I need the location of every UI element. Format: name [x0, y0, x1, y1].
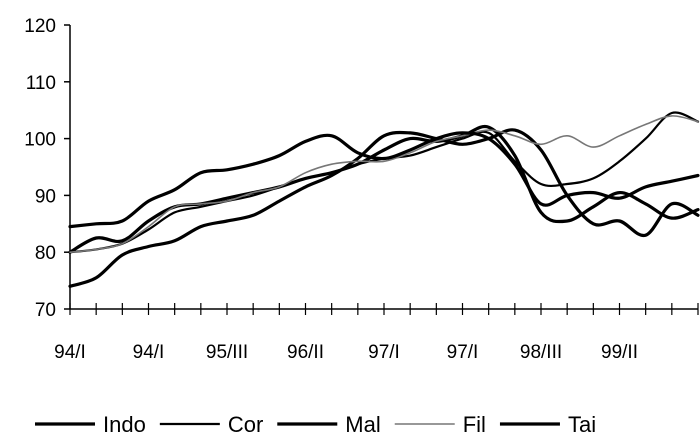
legend-label-tai: Tai [568, 412, 596, 437]
series-line-mal [68, 124, 700, 254]
y-tick-label: 110 [26, 73, 56, 94]
series-line-indo [68, 128, 700, 288]
legend: Indo Cor Mal Fil Tai [35, 412, 596, 437]
y-tick-label: 70 [35, 300, 56, 321]
x-tick-label: 98/III [520, 342, 562, 363]
legend-label-cor: Cor [228, 412, 263, 437]
series-line-fil [69, 115, 699, 253]
y-tick-label: 100 [24, 130, 56, 151]
axes: 70 80 90 100 110 120 94/I 94/I 95/III 96/II 97/I 97… [24, 16, 699, 363]
legend-label-mal: Mal [345, 412, 380, 437]
x-tick-label: 97/I [447, 342, 479, 363]
series-line-tai [68, 131, 700, 229]
x-tick-label: 97/I [368, 342, 400, 363]
x-tick-label: 96/II [287, 342, 324, 363]
y-tick-label: 120 [24, 16, 56, 37]
x-tick-label: 94/I [133, 342, 165, 363]
x-tick-label: 99/II [601, 342, 638, 363]
x-tick-label: 95/III [206, 342, 248, 363]
y-tick-label: 90 [35, 186, 56, 207]
legend-label-indo: Indo [103, 412, 146, 437]
x-tick-label: 94/I [54, 342, 86, 363]
series-line-cor [68, 111, 700, 254]
legend-label-fil: Fil [463, 412, 486, 437]
y-tick-label: 80 [35, 243, 56, 264]
series-layer [68, 111, 700, 288]
